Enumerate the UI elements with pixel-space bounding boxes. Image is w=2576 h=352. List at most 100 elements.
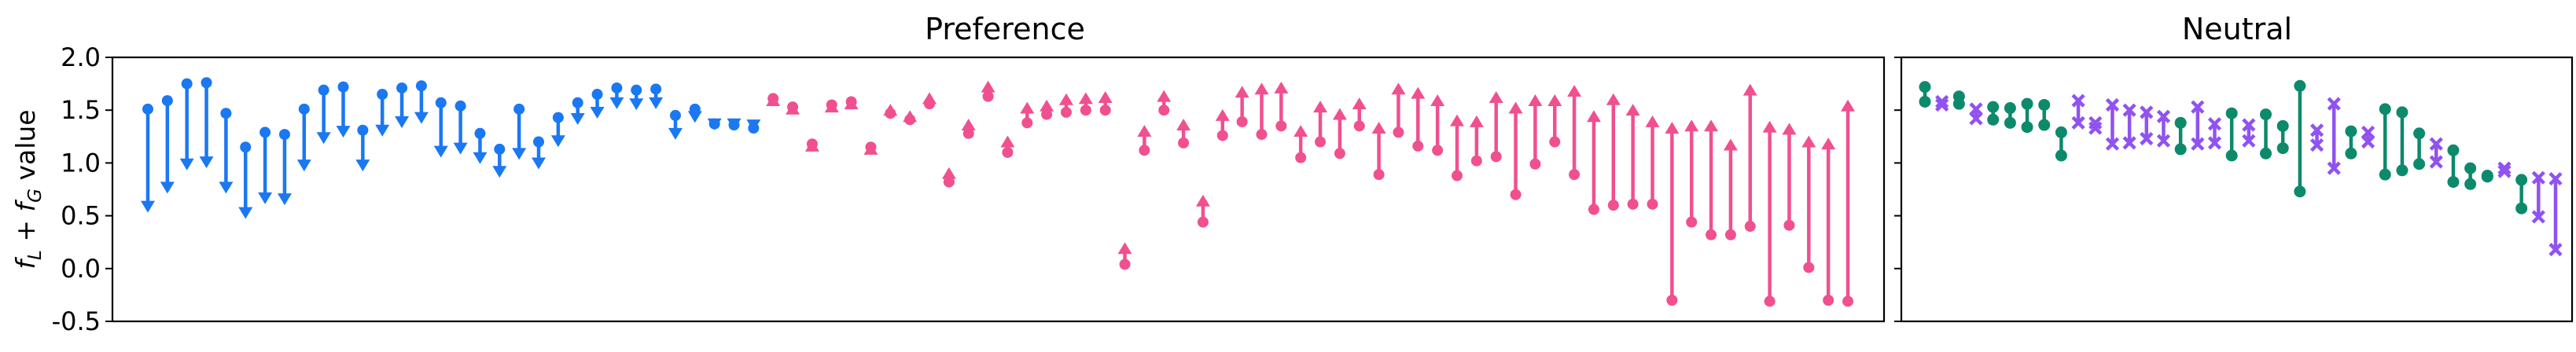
preference-start-point: [396, 82, 408, 94]
arrow-head: [1742, 83, 1757, 96]
x-marker: [2071, 116, 2085, 130]
arrow-head: [277, 193, 292, 206]
neutral-circle-end: [2055, 149, 2067, 162]
arrow-head: [1117, 242, 1132, 255]
x-marker: [2140, 131, 2154, 146]
preference-start-point: [259, 126, 271, 138]
arrow-head: [1157, 90, 1172, 102]
preference-start-point: [1451, 170, 1463, 182]
preference-start-point: [1099, 104, 1111, 116]
neutral-circle-start: [2413, 127, 2426, 140]
arrow-head: [1098, 91, 1113, 104]
y-tick-label: 0.5: [61, 201, 101, 231]
arrow-head: [316, 132, 331, 145]
x-marker: [1935, 94, 1949, 109]
arrow-head: [1195, 194, 1210, 207]
arrow-head: [1489, 91, 1503, 104]
x-marker: [2309, 138, 2324, 152]
preference-start-point: [1529, 158, 1541, 170]
arrow-head: [414, 112, 429, 124]
arrow-head: [199, 156, 214, 169]
x-marker: [2497, 161, 2512, 175]
preference-start-point: [1041, 108, 1053, 120]
arrow-head: [1665, 121, 1680, 134]
preference-start-point: [1647, 198, 1658, 210]
preference-start-point: [1295, 152, 1307, 163]
x-marker: [2242, 134, 2256, 148]
arrow-head: [336, 126, 351, 138]
neutral-circle-start: [2515, 174, 2528, 186]
x-marker: [2122, 136, 2136, 150]
neutral-circle-start: [1919, 81, 1931, 94]
preference-start-point: [1803, 262, 1815, 273]
preference-start-point: [1764, 295, 1776, 307]
arrow-head: [1801, 135, 1816, 148]
arrow-head: [1762, 120, 1777, 133]
preference-start-point: [337, 81, 349, 93]
arrow-head: [1078, 92, 1093, 104]
arrow-head: [1215, 108, 1230, 121]
preference-start-point: [454, 100, 466, 112]
preference-start-point: [1412, 140, 1424, 152]
preference-start-point: [415, 80, 427, 92]
preference-start-point: [1510, 189, 1522, 200]
arrow-head: [766, 94, 781, 107]
arrow-head: [590, 106, 605, 119]
arrow-head: [1782, 123, 1797, 135]
arrow-head: [786, 102, 800, 115]
preference-start-point: [1197, 216, 1209, 228]
preference-start-point: [1080, 104, 1091, 116]
arrow-head: [707, 118, 722, 130]
preference-start-point: [650, 83, 662, 95]
arrow-head: [1469, 115, 1484, 127]
preference-start-point: [513, 103, 525, 115]
neutral-circle-start: [2174, 116, 2187, 129]
arrow-head: [1294, 125, 1308, 138]
neutral-circle-end: [1952, 97, 1965, 110]
preference-start-point: [1724, 229, 1736, 240]
arrow-head: [1586, 110, 1601, 123]
x-marker: [2429, 137, 2443, 151]
arrow-head: [1430, 94, 1445, 107]
arrow-head: [1040, 99, 1054, 112]
arrow-head: [1137, 125, 1152, 138]
arrow-head: [355, 160, 370, 172]
preference-start-point: [357, 124, 369, 136]
arrow-head: [179, 158, 194, 170]
preference-start-point: [1744, 221, 1756, 233]
preference-start-point: [1783, 219, 1795, 231]
arrow-head: [1313, 101, 1328, 113]
arrow-head: [1411, 86, 1426, 99]
preference-start-point: [474, 127, 486, 139]
preference-start-point: [278, 129, 290, 141]
preference-start-point: [1236, 116, 1248, 127]
x-marker: [2429, 155, 2443, 169]
arrow-head: [1235, 86, 1249, 98]
neutral-circle-start: [2225, 107, 2238, 119]
preference-start-point: [1315, 136, 1327, 148]
neutral-circle-end: [2396, 164, 2409, 177]
preference-start-point: [1139, 145, 1150, 156]
preference-start-point: [1490, 151, 1502, 163]
neutral-circle-end: [2345, 147, 2357, 160]
x-marker: [2309, 123, 2324, 138]
x-marker: [1969, 112, 1983, 126]
y-axis-label: fL + fG value: [10, 109, 46, 269]
arrow-head: [1274, 81, 1289, 94]
neutral-circle-end: [2515, 202, 2528, 214]
arrow-head: [532, 157, 546, 170]
arrow-head: [1058, 93, 1073, 105]
arrow-head: [961, 118, 976, 130]
preference-start-point: [201, 77, 212, 89]
arrow-head: [668, 127, 683, 140]
neutral-circle-end: [2481, 170, 2493, 182]
y-tick-label: 0.0: [61, 254, 101, 284]
neutral-marks: [1919, 79, 2563, 257]
arrow-head: [1371, 121, 1386, 134]
preference-start-point: [1823, 295, 1834, 306]
neutral-circle-start: [2276, 119, 2289, 132]
y-tick-label: -0.5: [52, 306, 101, 336]
arrow-head: [883, 104, 898, 116]
preference-start-point: [220, 108, 232, 119]
